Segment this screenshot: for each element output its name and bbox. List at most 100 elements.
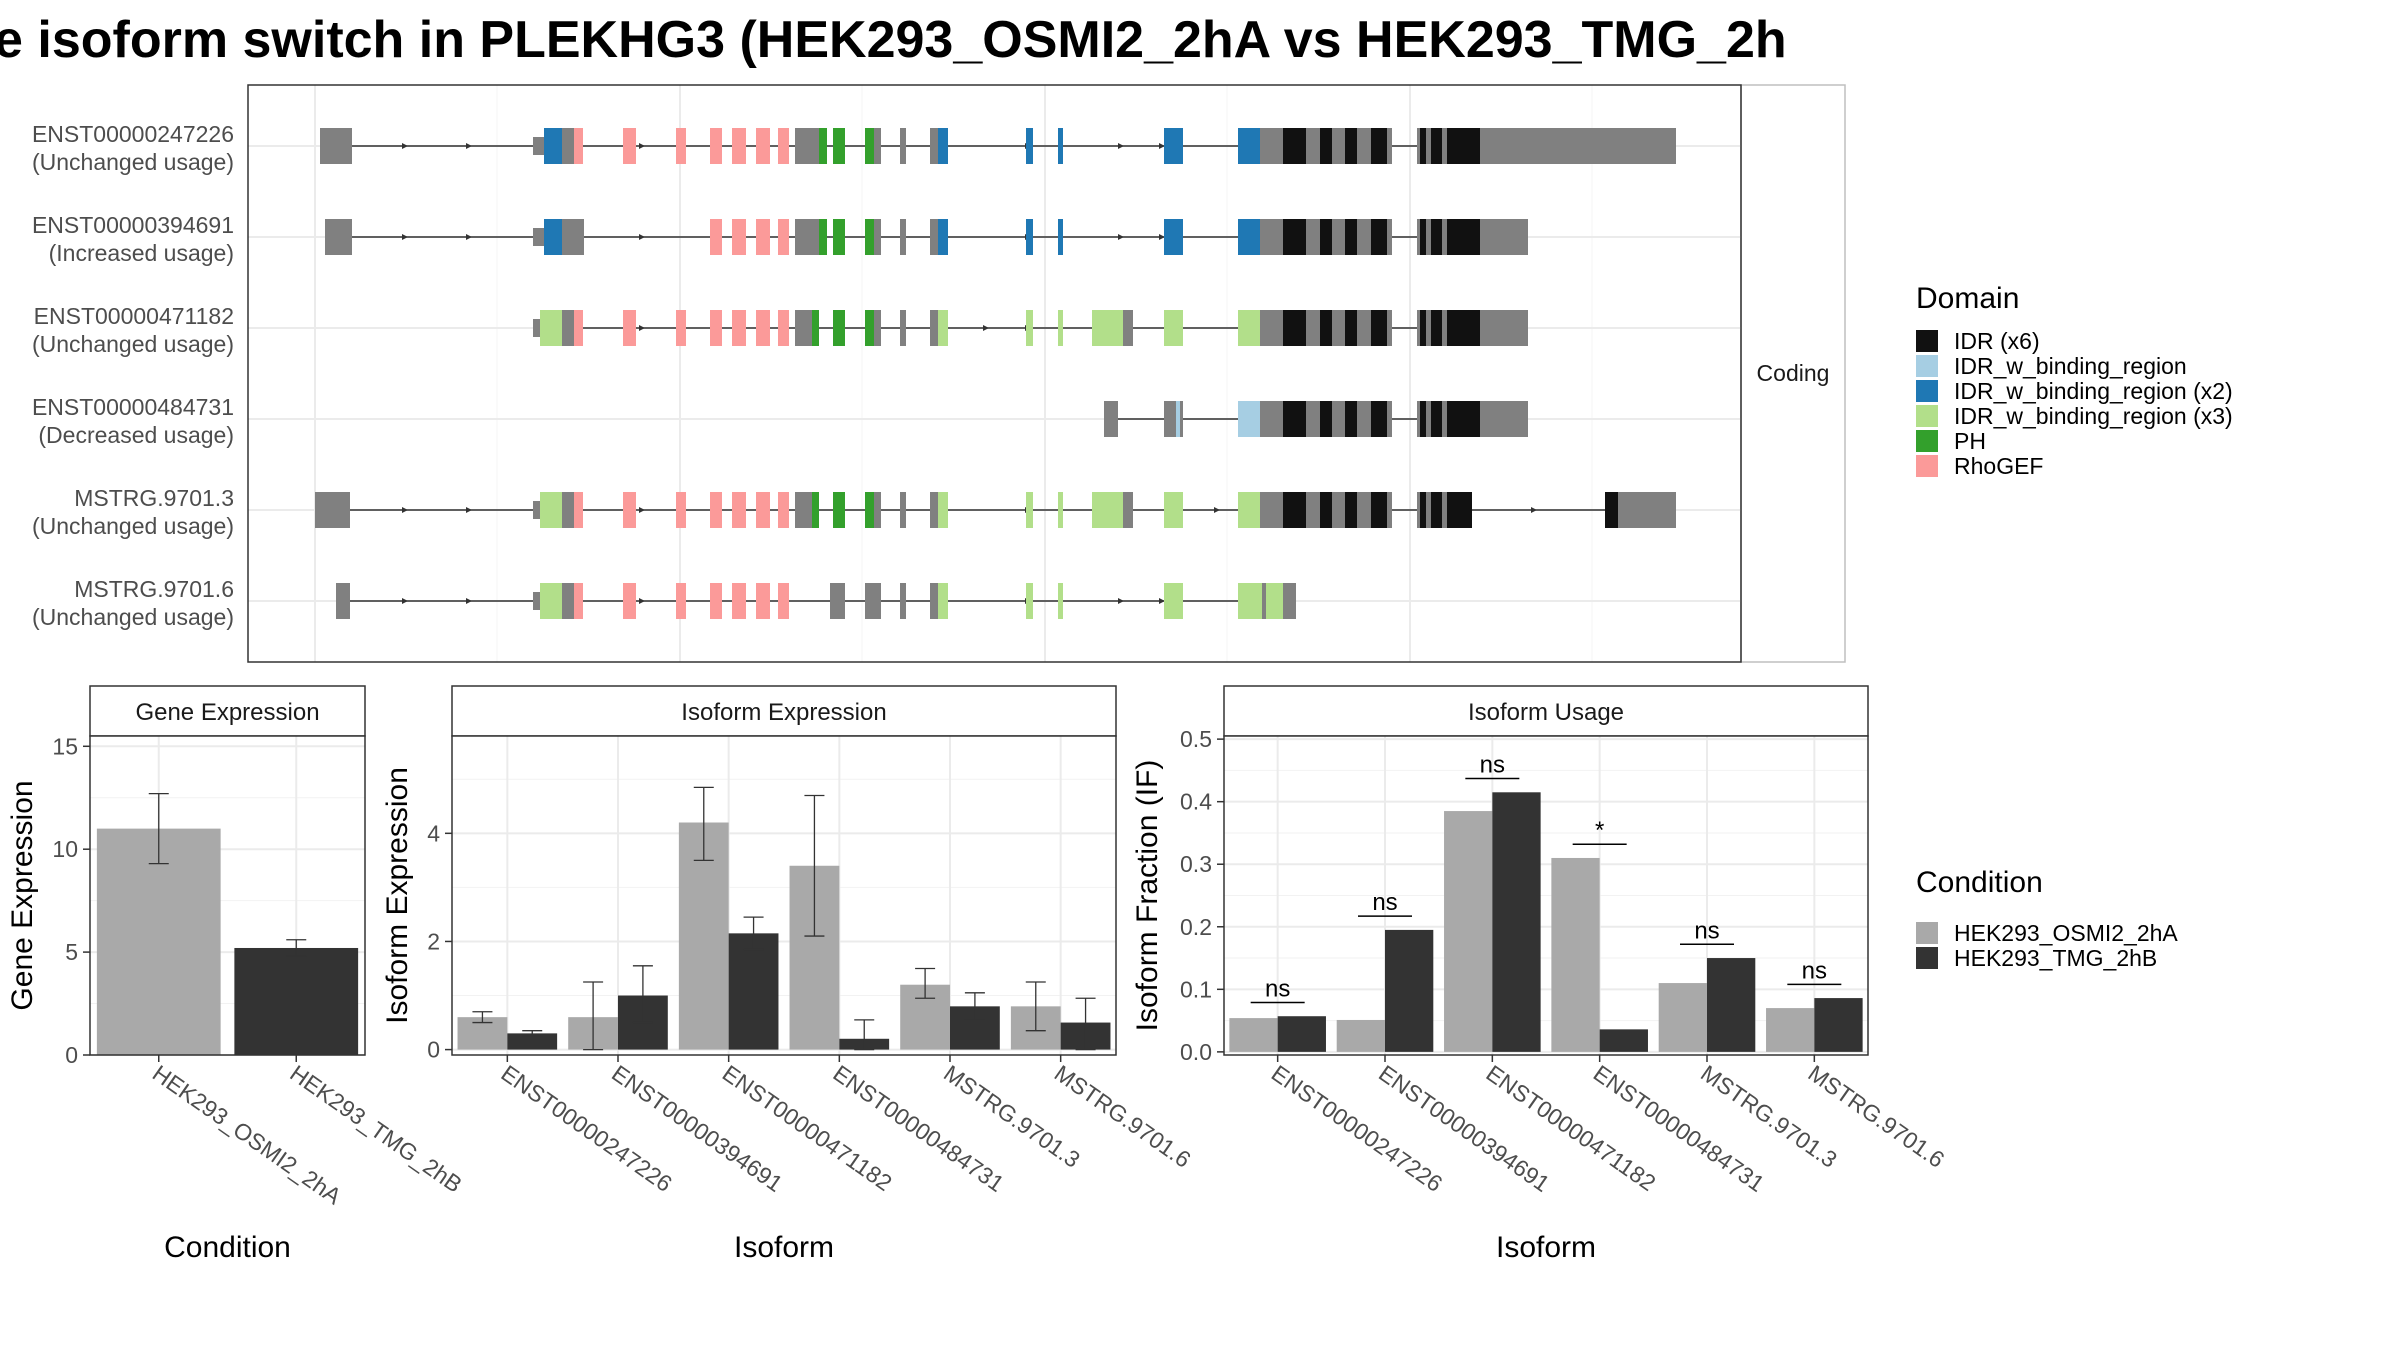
exon-segment [533, 228, 544, 246]
domain-legend-title: Domain [1916, 282, 2019, 315]
bar [1492, 792, 1541, 1052]
exon-segment [865, 310, 874, 346]
exon-segment [819, 219, 827, 255]
strand-arrow [983, 325, 989, 331]
exon-segment [778, 310, 789, 346]
error-bar [915, 967, 936, 999]
structure-panel-border [247, 84, 1742, 663]
error-bar [693, 786, 714, 862]
exon-segment [533, 592, 540, 610]
exon-segment [623, 492, 636, 528]
strand-arrow [466, 507, 472, 513]
exon-segment [676, 128, 686, 164]
exon-segment [803, 219, 819, 255]
bar [1599, 1029, 1648, 1052]
exon-segment [710, 128, 722, 164]
bar [1814, 998, 1863, 1052]
exon-segment [1332, 310, 1345, 346]
error-bar [632, 965, 653, 1024]
exon-segment [833, 128, 845, 164]
strand-arrow [639, 143, 645, 149]
exon-segment [1417, 128, 1420, 164]
exon-segment [710, 219, 722, 255]
domain-legend-label: IDR_w_binding_region (x2) [1954, 378, 2233, 404]
exon-segment [533, 319, 540, 337]
exon-segment [1320, 128, 1332, 164]
bar [728, 933, 779, 1050]
exon-segment [938, 492, 948, 528]
exon-segment [833, 219, 845, 255]
bar [1551, 857, 1600, 1052]
exon-segment [1306, 401, 1320, 437]
exon-segment [1283, 128, 1306, 164]
strand-arrow [402, 507, 408, 513]
exon-segment [1238, 310, 1260, 346]
exon-segment [1426, 401, 1431, 437]
exon-segment [874, 219, 881, 255]
exon-segment [938, 583, 948, 619]
transcript-track [1104, 401, 1528, 437]
exon-segment [865, 128, 874, 164]
significance-label: ns [1802, 957, 1827, 984]
isoform-usage-label: (Unchanged usage) [32, 331, 234, 357]
exon-segment [1420, 310, 1426, 346]
domain-legend-swatch [1916, 455, 1938, 477]
exon-segment [1238, 492, 1260, 528]
transcript-track [533, 310, 1528, 346]
exon-segment [1260, 128, 1283, 164]
exon-segment [1417, 219, 1420, 255]
exon-segment [1442, 401, 1447, 437]
domain-legend-label: RhoGEF [1954, 453, 2043, 479]
panel-title: Gene Expression [135, 699, 319, 726]
exon-segment [1092, 492, 1123, 528]
exon-segment [778, 583, 789, 619]
x-tick-label: ENST00000394691 [1374, 1060, 1554, 1197]
domain-legend-swatch [1916, 355, 1938, 377]
exon-segment [1306, 310, 1320, 346]
error-bar [1025, 981, 1046, 1032]
exon-segment [1026, 310, 1033, 346]
exon-segment [1320, 401, 1332, 437]
exon-segment [1605, 492, 1618, 528]
exon-segment [1484, 310, 1528, 346]
strand-arrow [466, 234, 472, 240]
transcript-structure-panel: Coding ENST00000247226(Unchanged usage)E… [32, 84, 1846, 663]
structure-strip-bg [1740, 84, 1846, 663]
y-tick-label: 0.3 [1180, 851, 1212, 877]
significance-label: * [1595, 817, 1604, 844]
strand-arrow [466, 143, 472, 149]
y-tick-label: 2 [427, 928, 440, 954]
exon-segment [1320, 492, 1332, 528]
condition-legend-title: Condition [1916, 866, 2043, 899]
exon-segment [833, 310, 845, 346]
exon-segment [1484, 219, 1528, 255]
exon-segment [874, 492, 881, 528]
domain-legend-label: IDR_w_binding_region (x3) [1954, 403, 2233, 429]
y-axis-title: Isoform Fraction (IF) [1131, 760, 1164, 1032]
exon-segment [732, 310, 746, 346]
exon-segment [562, 219, 584, 255]
strand-arrow [402, 143, 408, 149]
domain-legend-swatch [1916, 430, 1938, 452]
exon-segment [803, 492, 812, 528]
strand-arrow [1531, 507, 1537, 513]
exon-segment [540, 492, 562, 528]
domain-legend-swatch [1916, 405, 1938, 427]
exon-segment [1480, 128, 1484, 164]
exon-segment [1345, 401, 1357, 437]
exon-segment [778, 492, 789, 528]
exon-segment [1104, 401, 1118, 437]
exon-segment [1262, 583, 1266, 619]
exon-segment [1371, 492, 1387, 528]
exon-segment [1332, 492, 1345, 528]
exon-segment [562, 583, 574, 619]
exon-segment [533, 501, 540, 519]
exon-segment [756, 128, 770, 164]
exon-segment [865, 583, 881, 619]
exon-segment [1238, 401, 1260, 437]
exon-segment [930, 128, 938, 164]
exon-segment [1480, 219, 1484, 255]
exon-segment [1431, 401, 1442, 437]
exon-segment [1164, 128, 1183, 164]
domain-legend-label: PH [1954, 428, 1986, 454]
